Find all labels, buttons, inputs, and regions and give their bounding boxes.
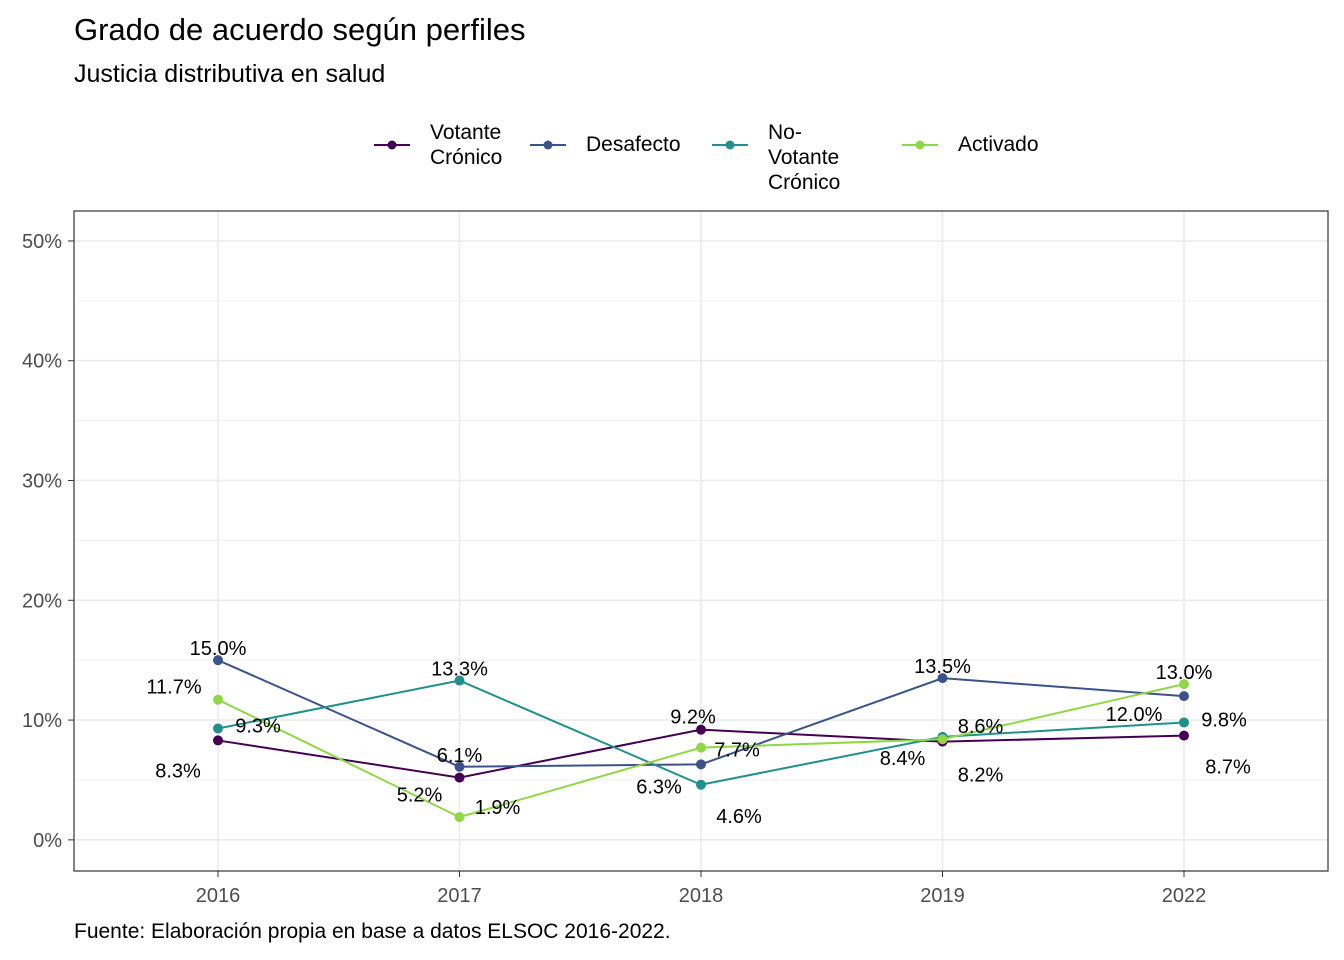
point-activado-2018	[696, 742, 706, 753]
data-label-activado-2019: 8.4%	[880, 748, 926, 770]
data-label-desafecto-2022: 12.0%	[1106, 704, 1163, 726]
legend-label-votante-cronico: Votante Crónico	[430, 121, 503, 169]
legend-key-desafecto	[530, 140, 566, 150]
data-label-votante-crnico-2016: 8.3%	[155, 760, 201, 782]
data-label-desafecto-2019: 13.5%	[914, 656, 971, 678]
x-tick-label: 2018	[679, 885, 724, 907]
legend-label-desafecto: Desafecto	[586, 133, 681, 156]
data-label-activado-2018: 7.7%	[714, 740, 760, 762]
data-label-votante-crnico-2022: 8.7%	[1205, 757, 1251, 779]
y-tick-label: 50%	[22, 231, 62, 253]
y-tick-label: 30%	[22, 471, 62, 493]
point-votante-crnico-2022	[1179, 730, 1189, 741]
x-tick-label: 2022	[1162, 885, 1207, 907]
y-tick-label: 0%	[33, 830, 62, 852]
data-label-no-votante-crnico-2018: 4.6%	[716, 806, 762, 828]
legend-key-votante-cronico	[374, 140, 410, 150]
plot-panel-border	[73, 210, 1329, 872]
data-label-no-votante-crnico-2019: 8.6%	[958, 716, 1004, 738]
data-label-no-votante-crnico-2017: 13.3%	[431, 659, 488, 681]
point-no-votante-crnico-2022	[1179, 717, 1189, 728]
legend: Votante Crónico Desafecto No-Votante Cró…	[372, 118, 1092, 194]
y-tick-label: 20%	[22, 590, 62, 612]
y-tick-label: 10%	[22, 710, 62, 732]
x-tick-label: 2019	[920, 885, 965, 907]
x-tick-label: 2016	[196, 885, 241, 907]
data-label-activado-2016: 11.7%	[146, 677, 201, 699]
chart-title: Grado de acuerdo según perfiles	[74, 12, 526, 47]
point-votante-crnico-2017	[454, 772, 465, 783]
point-no-votante-crnico-2016	[213, 723, 223, 734]
legend-label-no-votante-cronico: No-Votante Crónico	[768, 121, 841, 194]
point-votante-crnico-2016	[213, 735, 223, 746]
point-votante-crnico-2018	[696, 724, 706, 735]
point-no-votante-crnico-2018	[696, 779, 706, 790]
data-label-desafecto-2016: 15.0%	[190, 638, 247, 660]
data-label-desafecto-2017: 6.1%	[437, 745, 483, 767]
legend-key-activado	[902, 140, 938, 150]
point-no-votante-crnico-2017	[454, 675, 465, 686]
legend-key-no-votante-cronico	[712, 140, 748, 150]
y-tick-label: 40%	[22, 351, 62, 373]
point-activado-2016	[213, 694, 223, 705]
data-label-no-votante-crnico-2022: 9.8%	[1201, 709, 1247, 731]
point-desafecto-2022	[1179, 691, 1189, 702]
data-label-votante-crnico-2019: 8.2%	[958, 765, 1004, 787]
point-desafecto-2018	[696, 759, 706, 770]
point-desafecto-2016	[213, 655, 223, 666]
data-label-no-votante-crnico-2016: 9.3%	[235, 715, 281, 737]
chart-subtitle: Justicia distributiva en salud	[74, 60, 386, 88]
point-activado-2017	[454, 812, 465, 823]
data-label-activado-2017: 1.9%	[475, 797, 521, 819]
data-label-votante-crnico-2018: 9.2%	[670, 707, 716, 729]
data-label-desafecto-2018: 6.3%	[636, 776, 682, 798]
legend-label-activado: Activado	[958, 133, 1039, 156]
data-label-votante-crnico-2017: 5.2%	[397, 785, 443, 807]
point-desafecto-2017	[454, 761, 465, 772]
point-activado-2019	[937, 734, 948, 745]
x-tick-label: 2017	[437, 885, 482, 907]
chart-caption: Fuente: Elaboración propia en base a dat…	[74, 920, 671, 943]
point-activado-2022	[1179, 679, 1189, 690]
point-desafecto-2019	[937, 673, 948, 684]
data-label-activado-2022: 13.0%	[1156, 662, 1213, 684]
